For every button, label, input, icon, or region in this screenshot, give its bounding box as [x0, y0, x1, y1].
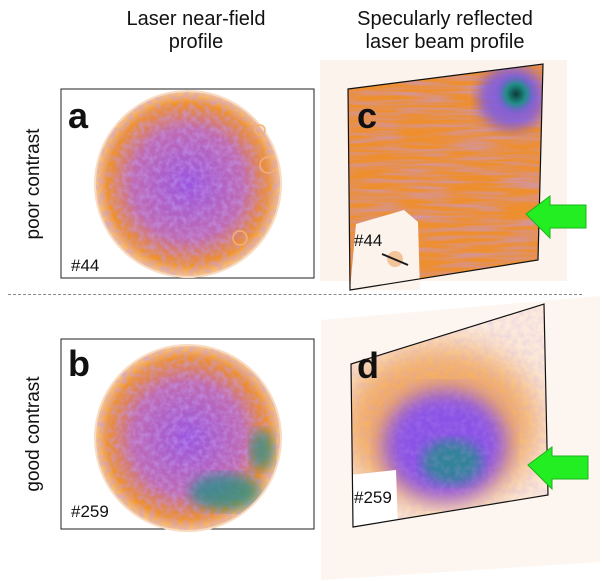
panel-d-arrow-icon [527, 446, 589, 491]
panel-a-speckle [96, 92, 280, 276]
column-header-reflected: Specularly reflected laser beam profile [357, 8, 533, 53]
panel-b-letter: b [68, 343, 90, 384]
panel-d-frame [350, 303, 549, 528]
panel-a [60, 88, 315, 279]
panel-c-arrow-icon [525, 195, 587, 240]
column-header-near-field: Laser near-field profile [126, 8, 266, 53]
panel-b-shot: #259 [71, 502, 109, 521]
panel-c-frame [347, 63, 544, 291]
panel-a-letter: a [68, 95, 89, 136]
panel-c-hotspot [494, 72, 538, 116]
panel-c-mark [381, 253, 409, 266]
panel-a-ring [232, 230, 248, 246]
panel-b [60, 338, 315, 532]
panel-c-cutout [350, 210, 420, 290]
panel-a-ring [259, 156, 277, 174]
panel-b-teal-region [250, 430, 274, 470]
panel-c-letter: c [357, 95, 378, 136]
panel-d-cutout [351, 470, 398, 527]
panel-a-shot: #44 [71, 256, 100, 275]
panel-c [320, 60, 587, 291]
panel-d-letter: d [357, 345, 379, 386]
panel-a-ring [254, 124, 266, 136]
panel-d-shot: #259 [354, 488, 392, 507]
panel-b-teal-region [190, 474, 260, 510]
panel-d [321, 296, 600, 580]
row-divider [8, 294, 582, 295]
panel-c-shot: #44 [354, 231, 383, 250]
